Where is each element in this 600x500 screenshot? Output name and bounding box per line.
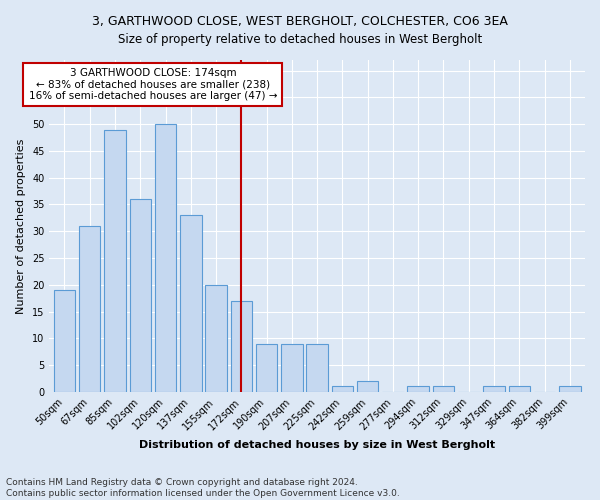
Bar [230, 301, 252, 392]
Bar [509, 386, 530, 392]
Bar [357, 381, 379, 392]
Bar [433, 386, 454, 392]
Bar [559, 386, 581, 392]
Bar [407, 386, 429, 392]
Text: 3 GARTHWOOD CLOSE: 174sqm
← 83% of detached houses are smaller (238)
16% of semi: 3 GARTHWOOD CLOSE: 174sqm ← 83% of detac… [29, 68, 277, 101]
Bar [281, 344, 302, 392]
Bar [79, 226, 100, 392]
Bar [332, 386, 353, 392]
Text: 3, GARTHWOOD CLOSE, WEST BERGHOLT, COLCHESTER, CO6 3EA: 3, GARTHWOOD CLOSE, WEST BERGHOLT, COLCH… [92, 15, 508, 28]
Text: Size of property relative to detached houses in West Bergholt: Size of property relative to detached ho… [118, 32, 482, 46]
Bar [130, 199, 151, 392]
Bar [483, 386, 505, 392]
Text: Contains HM Land Registry data © Crown copyright and database right 2024.
Contai: Contains HM Land Registry data © Crown c… [6, 478, 400, 498]
X-axis label: Distribution of detached houses by size in West Bergholt: Distribution of detached houses by size … [139, 440, 495, 450]
Bar [180, 215, 202, 392]
Bar [205, 285, 227, 392]
Bar [256, 344, 277, 392]
Bar [155, 124, 176, 392]
Bar [104, 130, 126, 392]
Bar [307, 344, 328, 392]
Y-axis label: Number of detached properties: Number of detached properties [16, 138, 26, 314]
Bar [54, 290, 75, 392]
